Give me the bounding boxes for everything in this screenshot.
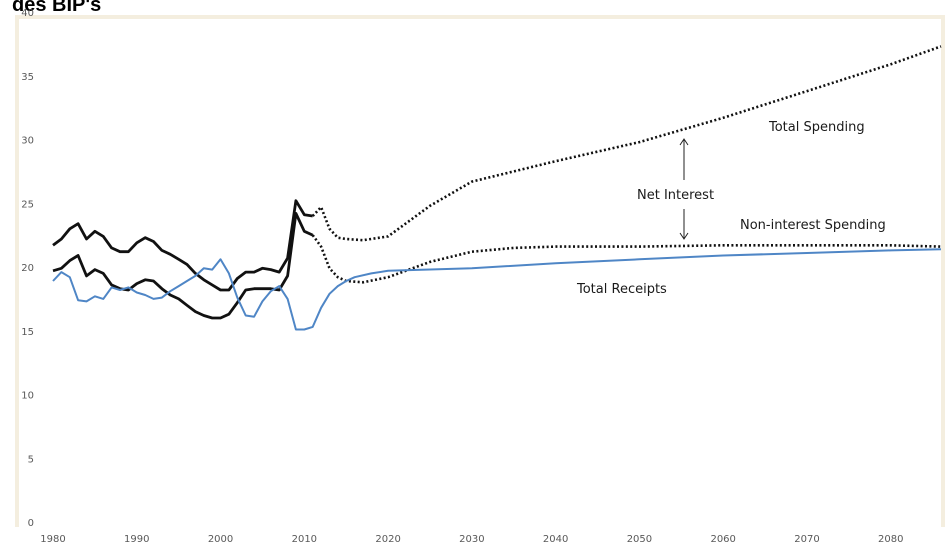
x-tick-label: 2020 bbox=[375, 534, 400, 545]
y-tick-label: 40 bbox=[21, 8, 34, 19]
x-tick-label: 2050 bbox=[627, 534, 652, 545]
series-total-receipts bbox=[52, 248, 942, 331]
series-total-spending-projected bbox=[311, 45, 942, 242]
y-tick-label: 10 bbox=[21, 391, 34, 402]
y-axis-ticks: 0 5 10 15 20 25 30 35 40 bbox=[21, 8, 34, 529]
y-tick-label: 0 bbox=[28, 518, 34, 529]
annotation-non-interest-spending: Non-interest Spending bbox=[740, 218, 886, 233]
annotation-net-interest: Net Interest bbox=[637, 188, 714, 203]
y-tick-label: 30 bbox=[21, 136, 34, 147]
series-layer bbox=[52, 45, 942, 331]
x-tick-label: 2000 bbox=[208, 534, 233, 545]
y-tick-label: 5 bbox=[28, 454, 34, 465]
plot-area bbox=[19, 19, 941, 527]
x-tick-label: 2030 bbox=[459, 534, 484, 545]
x-tick-label: 2010 bbox=[292, 534, 317, 545]
y-tick-label: 20 bbox=[21, 263, 34, 274]
y-tick-label: 25 bbox=[21, 199, 34, 210]
series-total-spending-actual bbox=[52, 199, 313, 292]
x-tick-label: 2070 bbox=[794, 534, 819, 545]
x-tick-label: 2080 bbox=[878, 534, 903, 545]
series-non-interest-spending-projected bbox=[311, 234, 942, 284]
series-non-interest-spending-actual bbox=[52, 211, 314, 320]
annotation-total-receipts: Total Receipts bbox=[576, 282, 667, 297]
y-tick-label: 35 bbox=[21, 72, 34, 83]
arrow-down-head bbox=[679, 232, 689, 240]
x-tick-label: 2060 bbox=[710, 534, 735, 545]
net-interest-arrows bbox=[679, 138, 689, 240]
arrow-up-head bbox=[679, 138, 689, 146]
x-tick-label: 2040 bbox=[543, 534, 568, 545]
y-tick-label: 15 bbox=[21, 327, 34, 338]
x-tick-label: 1990 bbox=[124, 534, 149, 545]
annotation-total-spending: Total Spending bbox=[768, 120, 865, 135]
chart-title: des BIP's bbox=[12, 0, 102, 16]
x-axis-ticks: 1980 1990 2000 2010 2020 2030 2040 2050 2060 2070… bbox=[40, 534, 903, 545]
x-tick-label: 1980 bbox=[40, 534, 65, 545]
